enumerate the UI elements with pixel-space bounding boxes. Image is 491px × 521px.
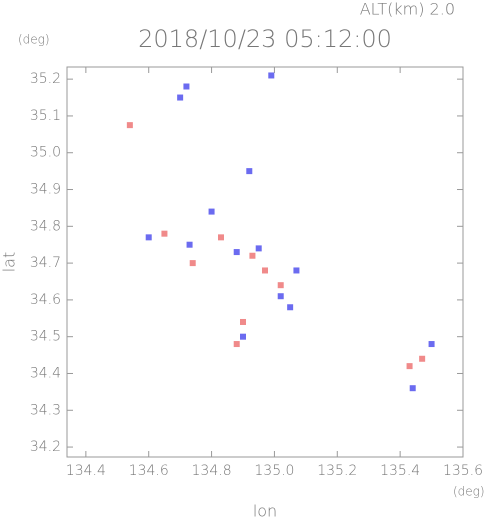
y-tick-label: 34.2 bbox=[30, 439, 61, 455]
y-tick-label: 34.8 bbox=[30, 218, 61, 234]
x-tick-label: 135.6 bbox=[443, 463, 483, 479]
x-tick-label: 134.8 bbox=[192, 463, 232, 479]
echo-point bbox=[186, 241, 193, 248]
echo-point bbox=[277, 293, 284, 300]
echo-point bbox=[145, 234, 152, 241]
echo-point bbox=[218, 234, 224, 241]
y-tick-label: 34.9 bbox=[30, 182, 61, 198]
y-tick-label: 34.6 bbox=[30, 292, 61, 308]
echo-point bbox=[240, 333, 246, 340]
x-tick-label: 135.2 bbox=[317, 463, 357, 479]
y-tick-label: 35.2 bbox=[30, 71, 61, 87]
y-tick-label: 34.3 bbox=[30, 402, 61, 418]
y-unit: (deg) bbox=[18, 33, 50, 47]
y-tick-label: 35.1 bbox=[30, 108, 61, 124]
echo-point bbox=[419, 355, 426, 362]
echo-point bbox=[177, 94, 184, 101]
echo-point bbox=[161, 230, 168, 237]
echo-point bbox=[409, 385, 416, 392]
echo-point bbox=[183, 83, 190, 90]
echo-point bbox=[262, 267, 268, 274]
echo-point bbox=[406, 363, 413, 370]
echo-point bbox=[293, 267, 300, 274]
x-tick-label: 135.0 bbox=[254, 463, 294, 479]
x-tick-label: 134.6 bbox=[129, 463, 169, 479]
plot-frame bbox=[66, 66, 464, 458]
y-tick-label: 34.7 bbox=[30, 255, 61, 271]
echo-point bbox=[246, 168, 253, 175]
altitude-label: ALT(km) 2.0 bbox=[360, 0, 455, 19]
y-tick-label: 35.0 bbox=[30, 145, 61, 161]
x-tick-label: 135.4 bbox=[380, 463, 420, 479]
x-tick-label: 134.4 bbox=[66, 463, 106, 479]
echo-point bbox=[240, 318, 246, 325]
x-unit: (deg) bbox=[453, 485, 485, 499]
chart-title: 2018/10/23 05:12:00 bbox=[138, 25, 392, 53]
echo-point bbox=[249, 252, 256, 259]
y-axis-label: lat bbox=[0, 252, 19, 273]
echo-point bbox=[255, 245, 262, 252]
echo-point bbox=[428, 341, 435, 348]
x-axis-label: lon bbox=[253, 502, 277, 521]
echo-point bbox=[189, 260, 196, 267]
echo-point bbox=[208, 208, 215, 215]
echo-point bbox=[233, 341, 240, 348]
echo-point bbox=[126, 122, 133, 129]
echo-point bbox=[233, 249, 240, 256]
y-tick-label: 34.5 bbox=[30, 329, 61, 345]
y-tick-label: 34.4 bbox=[30, 365, 61, 381]
echo-point bbox=[287, 304, 294, 311]
echo-point bbox=[268, 72, 275, 79]
echo-point bbox=[277, 282, 284, 289]
